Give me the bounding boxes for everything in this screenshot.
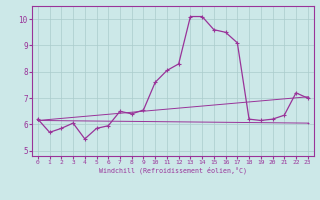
X-axis label: Windchill (Refroidissement éolien,°C): Windchill (Refroidissement éolien,°C)	[99, 167, 247, 174]
